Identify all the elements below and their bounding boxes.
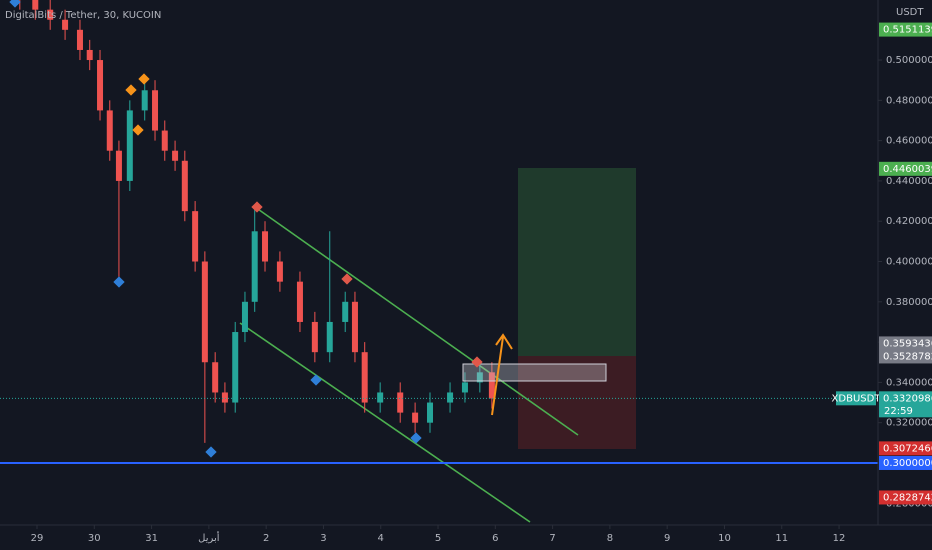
candle-body	[262, 231, 269, 262]
y-tick-label: 0.38000000	[886, 297, 932, 308]
price-tag-label: 0.44600394	[883, 164, 932, 175]
candle-body	[97, 60, 104, 111]
candle-body	[221, 392, 228, 403]
marker	[471, 356, 483, 368]
marker	[310, 374, 322, 386]
candle-body	[342, 301, 349, 322]
price-tag-label: 0.28287426	[883, 492, 932, 503]
x-tick-label: أبريل	[198, 531, 220, 544]
x-tick-label: 6	[492, 533, 498, 544]
candle-body	[311, 321, 318, 353]
candle-body	[212, 362, 219, 393]
candle-body	[76, 29, 83, 50]
candle-body	[488, 372, 495, 399]
price-tag	[879, 336, 932, 351]
price-tag	[879, 441, 932, 456]
candle-body	[232, 332, 239, 403]
candle-body	[62, 19, 69, 30]
marker	[251, 201, 263, 213]
candle-body	[361, 352, 368, 403]
candle-body	[86, 49, 93, 61]
candle-body	[447, 392, 454, 403]
candle-body	[412, 412, 419, 423]
candles	[0, 0, 878, 464]
channel-upper	[254, 206, 579, 436]
price-tag-label: 0.35934361	[883, 338, 932, 349]
candle-body	[141, 90, 148, 111]
symbol-tag	[836, 391, 876, 406]
y-tick-label: 0.48000000	[886, 95, 932, 106]
zone-box	[462, 363, 607, 382]
candle-body	[241, 301, 248, 333]
candle-body	[47, 9, 54, 20]
candle-body	[32, 0, 39, 10]
candle-body	[161, 130, 168, 151]
candle-body	[201, 261, 208, 363]
y-tick-label: 0.32000000	[886, 418, 932, 429]
price-tag-label: 0.35287827	[883, 351, 932, 362]
price-tag	[879, 490, 932, 505]
arrow	[491, 333, 513, 416]
price-tag	[879, 391, 932, 406]
profit-zone	[518, 168, 636, 356]
countdown-label: 22:59	[884, 406, 913, 417]
x-tick-label: 5	[435, 533, 441, 544]
price-tag-label: 0.30000000	[883, 458, 932, 469]
candle-body	[115, 150, 122, 181]
price-tag	[879, 349, 932, 364]
candle-body	[106, 110, 113, 151]
candle-body	[296, 281, 303, 322]
price-tag	[879, 22, 932, 37]
y-tick-label: 0.50000000	[886, 55, 932, 66]
candle-body	[377, 392, 384, 403]
marker	[341, 273, 353, 285]
y-tick-label: 0.40000000	[886, 257, 932, 268]
candle-body	[152, 90, 159, 131]
candle-body	[326, 321, 333, 353]
symbol-label: XDBUSDT	[832, 393, 882, 404]
marker	[205, 446, 217, 458]
x-tick-label: 9	[664, 533, 670, 544]
marker	[410, 432, 422, 444]
x-tick-label: 4	[378, 533, 384, 544]
unit-label: USDT	[896, 7, 924, 18]
y-tick-label: 0.34000000	[886, 377, 932, 388]
y-tick-label: 0.42000000	[886, 216, 932, 227]
price-tag-label: 0.30724669	[883, 443, 932, 454]
x-tick-label: 12	[833, 533, 846, 544]
candle-body	[251, 231, 258, 302]
candle-body	[427, 402, 434, 423]
x-tick-label: 7	[549, 533, 555, 544]
candle-body	[181, 160, 188, 212]
candle-body	[192, 211, 199, 262]
candle-body	[461, 382, 468, 393]
overlay: 0.280000000.300000000.320000000.34000000…	[31, 22, 932, 544]
x-tick-label: 8	[607, 533, 613, 544]
candle-body	[276, 261, 283, 282]
x-tick-label: 30	[88, 533, 101, 544]
chart-title: DigitalBits / Tether, 30, KUCOIN	[5, 10, 161, 21]
x-tick-label: 2	[263, 533, 269, 544]
price-tag-label: 0.33209861	[883, 393, 932, 404]
x-tick-label: 10	[718, 533, 731, 544]
candle-body	[397, 392, 404, 413]
x-tick-label: 29	[31, 533, 44, 544]
price-tag	[879, 161, 932, 176]
countdown-tag	[879, 404, 932, 418]
candle-body	[351, 301, 358, 353]
y-tick-label: 0.46000000	[886, 136, 932, 147]
price-tag	[879, 455, 932, 470]
candle-body	[476, 372, 483, 383]
x-tick-label: 31	[145, 533, 158, 544]
price-tag-label: 0.51511394	[883, 25, 932, 36]
x-tick-label: 11	[775, 533, 788, 544]
channel-lower	[239, 322, 531, 523]
candle-body	[172, 150, 179, 161]
x-tick-label: 3	[320, 533, 326, 544]
candle-body	[126, 110, 133, 181]
y-tick-label: 0.44000000	[886, 176, 932, 187]
